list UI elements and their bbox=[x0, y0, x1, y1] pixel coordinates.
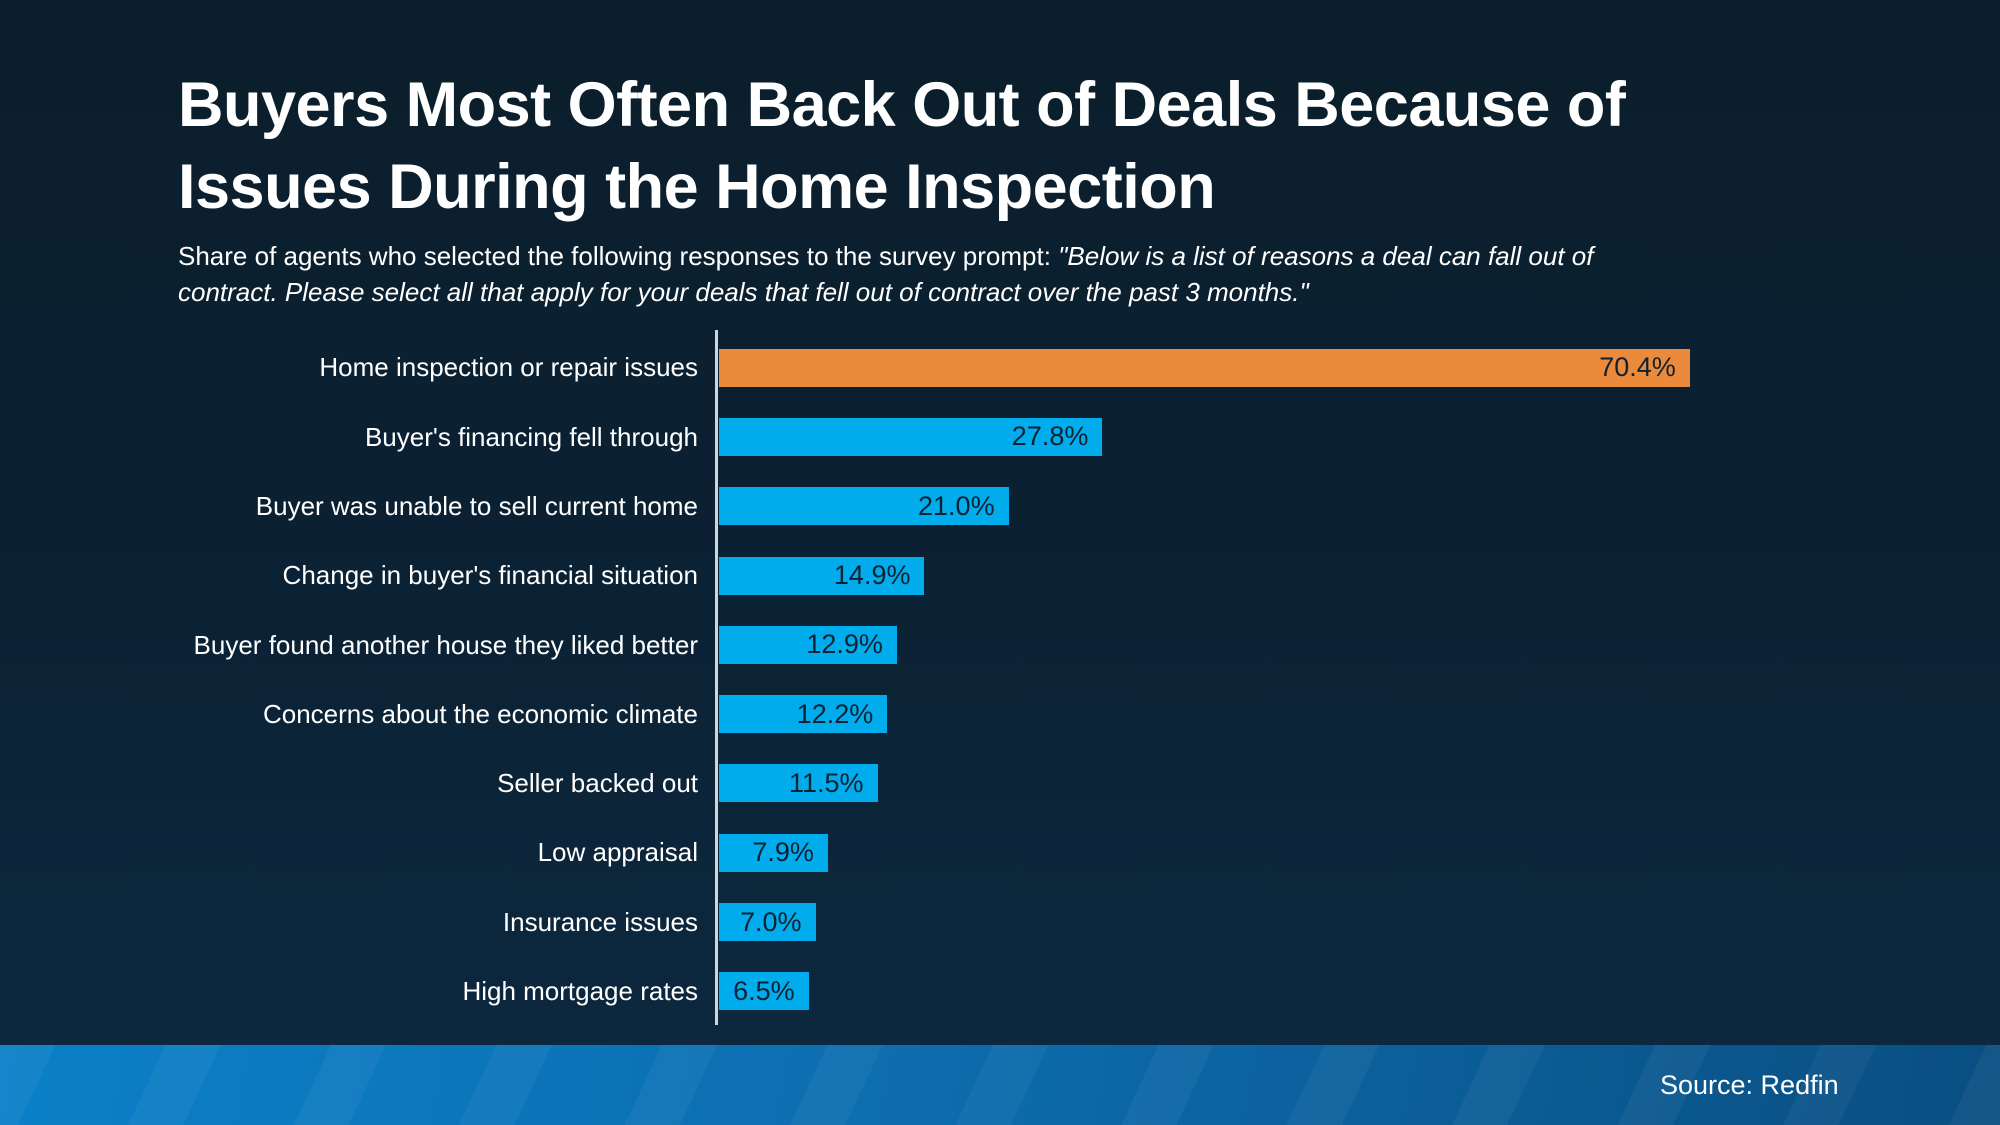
bar-value-label: 21.0% bbox=[918, 490, 995, 521]
bar-value-label: 7.9% bbox=[752, 837, 814, 868]
bar: 12.9% bbox=[719, 625, 897, 664]
bar-highlighted: 70.4% bbox=[719, 348, 1690, 387]
subtitle-quote-text: "Below is a list of reasons a deal can f… bbox=[1058, 241, 1594, 271]
bar-slot: 6.5% bbox=[719, 972, 2000, 1011]
bar-value-label: 7.0% bbox=[739, 906, 802, 937]
bar-value-label: 14.9% bbox=[833, 560, 911, 591]
footer-bar: Source: Redfin bbox=[0, 1045, 2000, 1125]
bar-category-label: High mortgage rates bbox=[462, 976, 698, 1007]
bar-slot: 12.9% bbox=[719, 625, 2000, 664]
bar: 7.9% bbox=[719, 833, 828, 872]
chart-rows: Home inspection or repair issues 70.4% Buy… bbox=[0, 333, 2000, 1026]
bar: 12.2% bbox=[719, 695, 888, 734]
chart-subtitle: Share of agents who selected the followi… bbox=[178, 239, 1878, 310]
chart-row: Concerns about the economic climate 12.2% bbox=[0, 679, 2000, 748]
bar-value-label: 27.8% bbox=[1011, 421, 1089, 452]
chart-row: Seller backed out 11.5% bbox=[0, 749, 2000, 818]
bar-slot: 7.9% bbox=[719, 833, 2000, 872]
chart-row: Change in buyer's financial situation 14.… bbox=[0, 541, 2000, 610]
bar-category-label: Concerns about the economic climate bbox=[262, 698, 698, 729]
bar-value-label: 12.9% bbox=[806, 629, 883, 660]
chart-row: Home inspection or repair issues 70.4% bbox=[0, 333, 2000, 402]
chart-title-line-1: Buyers Most Often Back Out of Deals Beca… bbox=[178, 70, 1626, 140]
bar-slot: 21.0% bbox=[719, 487, 2000, 526]
bar-category-label: Buyer found another house they liked bet… bbox=[193, 629, 698, 660]
bar-chart: Home inspection or repair issues 70.4% Buy… bbox=[0, 330, 2000, 1026]
chart-row: Buyer was unable to sell current home 21.… bbox=[0, 472, 2000, 541]
bar: 11.5% bbox=[719, 764, 878, 803]
chart-row: Buyer found another house they liked bet… bbox=[0, 610, 2000, 679]
chart-row: Low appraisal 7.9% bbox=[0, 818, 2000, 887]
bar-category-label: Buyer was unable to sell current home bbox=[255, 490, 698, 521]
chart-title-line-2: Issues During the Home Inspection bbox=[178, 152, 1216, 222]
bar-value-label: 11.5% bbox=[789, 767, 864, 798]
subtitle-plain-text: Share of agents who selected the followi… bbox=[178, 241, 1059, 271]
chart-row: Insurance issues 7.0% bbox=[0, 887, 2000, 956]
bar: 14.9% bbox=[719, 556, 925, 595]
chart-title: Buyers Most Often Back Out of Deals Beca… bbox=[178, 64, 1878, 228]
bar-category-label: Seller backed out bbox=[497, 768, 698, 799]
chart-subtitle-line-1: Share of agents who selected the followi… bbox=[178, 239, 1878, 275]
bar-slot: 27.8% bbox=[719, 417, 2000, 456]
source-label: Source: Redfin bbox=[1660, 1069, 1839, 1100]
bar: 27.8% bbox=[719, 417, 1103, 456]
bar-slot: 12.2% bbox=[719, 695, 2000, 734]
bar-category-label: Buyer's financing fell through bbox=[364, 421, 698, 452]
bar-value-label: 6.5% bbox=[733, 975, 795, 1006]
bar-slot: 11.5% bbox=[719, 764, 2000, 803]
bar-slot: 14.9% bbox=[719, 556, 2000, 595]
bar-slot: 70.4% bbox=[719, 348, 2000, 387]
bar-slot: 7.0% bbox=[719, 903, 2000, 942]
chart-row: Buyer's financing fell through 27.8% bbox=[0, 402, 2000, 471]
chart-row: High mortgage rates 6.5% bbox=[0, 957, 2000, 1026]
bar: 6.5% bbox=[719, 972, 809, 1011]
bar-category-label: Low appraisal bbox=[537, 837, 698, 868]
bar-value-label: 70.4% bbox=[1599, 352, 1676, 383]
subtitle-quote-text: contract. Please select all that apply f… bbox=[178, 276, 1309, 307]
bar-category-label: Change in buyer's financial situation bbox=[282, 560, 698, 591]
bar-category-label: Home inspection or repair issues bbox=[319, 352, 698, 383]
bar-category-label: Insurance issues bbox=[502, 906, 698, 937]
bar: 21.0% bbox=[719, 487, 1009, 526]
chart-subtitle-line-2: contract. Please select all that apply f… bbox=[178, 275, 1878, 311]
bar-value-label: 12.2% bbox=[796, 698, 874, 729]
y-axis-line bbox=[715, 330, 718, 1025]
bar: 7.0% bbox=[719, 903, 816, 942]
